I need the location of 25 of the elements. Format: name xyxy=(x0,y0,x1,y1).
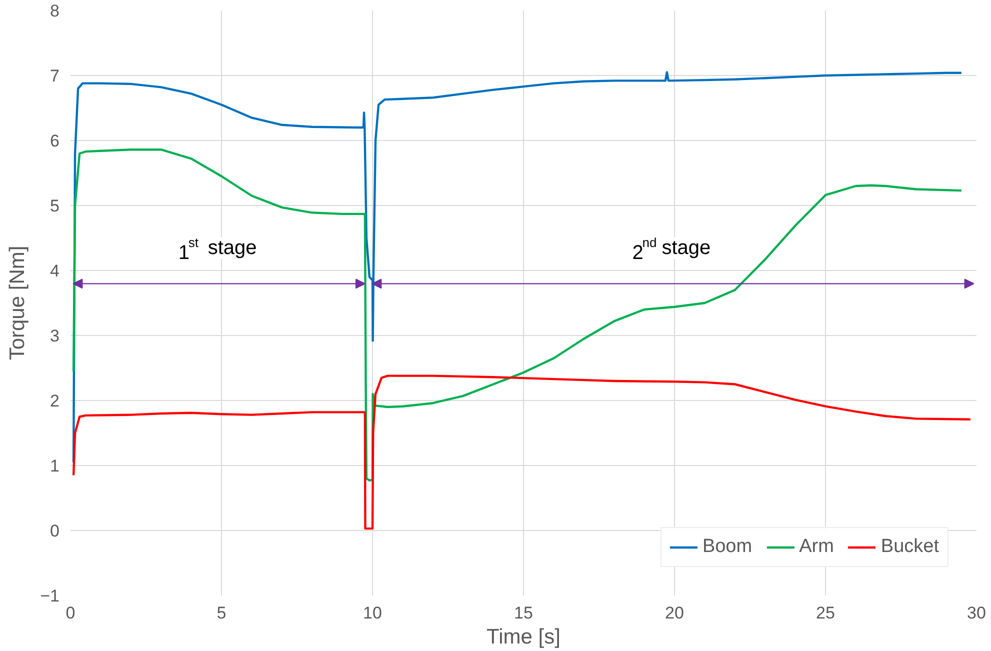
y-axis-title: Torque [Nm] xyxy=(6,246,30,360)
line-series xyxy=(72,148,962,482)
y-tick-label: 1 xyxy=(50,456,60,476)
y-tick-label: 7 xyxy=(50,66,60,86)
x-tick-label: 20 xyxy=(665,604,684,622)
y-tick-label: 4 xyxy=(50,262,60,280)
y-tick-label: 3 xyxy=(50,326,60,346)
y-tick-label: 8 xyxy=(50,2,60,20)
x-tick-label: 15 xyxy=(514,604,533,622)
y-tick-label: 2 xyxy=(50,392,60,410)
x-axis-title: Time [s] xyxy=(486,626,560,648)
line-series xyxy=(72,71,962,464)
y-tick-label: −1 xyxy=(40,586,60,606)
x-tick-label: 0 xyxy=(66,604,76,622)
x-tick-label: 5 xyxy=(216,604,226,622)
x-tick-label: 25 xyxy=(816,604,835,622)
legend-label: Boom xyxy=(702,536,752,558)
y-tick-label: 0 xyxy=(50,522,60,540)
y-tick-label: 5 xyxy=(50,196,60,216)
y-tick-label: 6 xyxy=(50,132,60,150)
legend-label: Arm xyxy=(799,536,834,558)
x-tick-label: 30 xyxy=(967,604,986,622)
legend-label: Bucket xyxy=(880,536,939,558)
line-series xyxy=(72,374,972,530)
x-tick-label: 10 xyxy=(363,604,382,622)
